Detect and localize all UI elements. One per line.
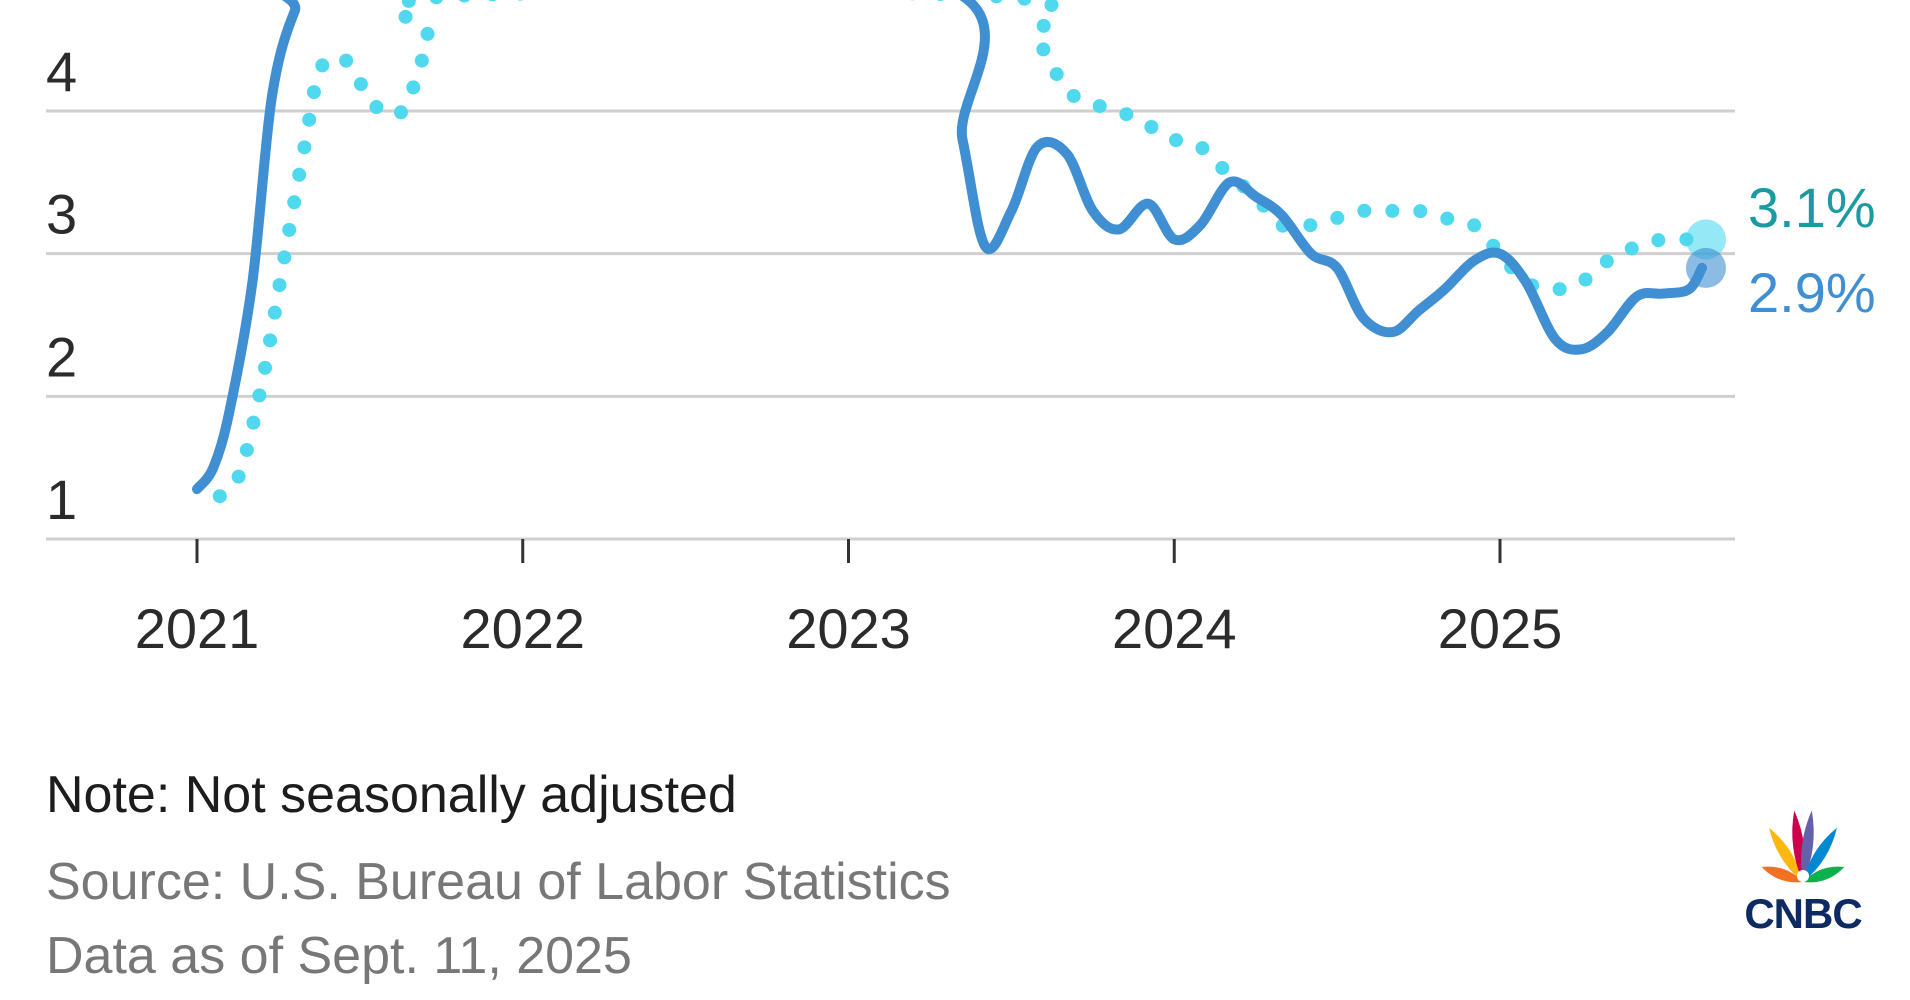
series-end-label: 2.9%: [1748, 261, 1876, 324]
x-tick-label: 2023: [786, 597, 911, 660]
chart-source: Source: U.S. Bureau of Labor Statistics: [46, 853, 951, 911]
logo-wordmark: CNBC: [1744, 890, 1862, 937]
y-tick-label: 4: [46, 40, 77, 103]
x-axis: 2021 2022 2023 2024 2025: [135, 539, 1563, 660]
series-line-solid: [192, 0, 1707, 495]
x-tick-label: 2024: [1112, 597, 1237, 660]
peacock-feather: [1769, 827, 1803, 882]
y-tick-label: 2: [46, 325, 77, 388]
line-chart: 2021 2022 2023 2024 2025 1 2 3 4 3.1% 2.9%: [46, 0, 1876, 660]
series-end-marker: [1685, 247, 1726, 288]
x-tick-label: 2025: [1438, 597, 1563, 660]
peacock-feather: [1803, 827, 1837, 882]
x-tick-label: 2021: [135, 597, 260, 660]
series-line-dotted: [212, 0, 1709, 504]
peacock-feather: [1761, 866, 1803, 883]
peacock-body: [1797, 870, 1809, 882]
peacock-feather: [1803, 866, 1845, 883]
chart-note: Note: Not seasonally adjusted: [46, 766, 737, 824]
y-tick-label: 1: [46, 468, 77, 531]
peacock-icon: [1761, 810, 1845, 883]
peacock-feather: [1801, 810, 1814, 882]
series-end-marker: [1685, 219, 1726, 260]
x-tick-label: 2022: [460, 597, 585, 660]
end-labels: 3.1% 2.9%: [1748, 176, 1876, 324]
y-axis: 1 2 3 4: [46, 40, 77, 531]
cnbc-logo: CNBC: [1728, 808, 1878, 937]
gridlines: [46, 109, 1735, 541]
y-tick-label: 3: [46, 183, 77, 246]
series-layer: [192, 0, 1726, 504]
series-end-label: 3.1%: [1748, 176, 1876, 239]
data-date: Data as of Sept. 11, 2025: [46, 927, 632, 985]
